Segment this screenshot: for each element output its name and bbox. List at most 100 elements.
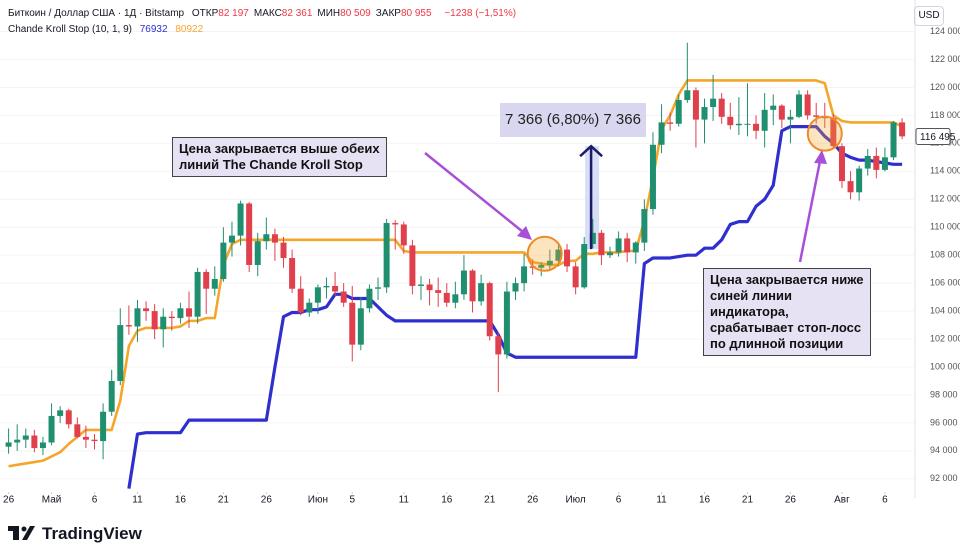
candle-body: [160, 316, 167, 330]
x-tick-label: 6: [882, 495, 888, 506]
ohlc: ОТКР82 197 МАКС82 361 МИН80 509 ЗАКР80 955: [192, 8, 437, 19]
candle-body: [512, 283, 519, 292]
candle-body: [237, 203, 244, 236]
annotation: Цена закрывается ниже синей линии индикато…: [703, 268, 871, 356]
candle-body: [813, 115, 820, 117]
measure-arrow-head: [579, 144, 603, 158]
candle-body: [177, 308, 184, 319]
candle-body: [143, 308, 150, 312]
annotation-line: Цена закрывается выше обеих: [179, 141, 380, 156]
candle-body: [684, 90, 691, 101]
candle-body: [555, 249, 562, 261]
candle-body: [890, 122, 897, 158]
candle-body: [383, 223, 390, 288]
y-tick-label: 110 000: [930, 222, 960, 232]
candle-body: [881, 157, 888, 170]
candle-body: [91, 439, 98, 442]
annotation-line: линий The Chande Kroll Stop: [179, 157, 363, 172]
candle-body: [727, 116, 734, 126]
candle-body: [108, 380, 115, 412]
arrow-head: [517, 226, 532, 240]
candle-body: [538, 264, 545, 268]
candle-body: [873, 155, 880, 170]
x-tick-label: 26: [261, 495, 273, 506]
candle-body: [503, 291, 510, 355]
candle-body: [615, 238, 622, 253]
ohlc-value: 80 509: [340, 8, 371, 19]
candle-body: [710, 98, 717, 108]
candle-body: [460, 270, 467, 295]
annotation-line: индикатора,: [710, 304, 789, 319]
pointer-arrow: [424, 152, 529, 237]
candle-body: [761, 109, 768, 131]
candle-body: [778, 105, 785, 120]
candle-body: [658, 122, 665, 145]
candle-body: [220, 242, 227, 279]
candle-body: [340, 291, 347, 303]
candle-body: [435, 290, 442, 293]
x-tick-label: Июн: [308, 495, 328, 506]
candle-body: [314, 287, 321, 303]
candle-body: [701, 107, 708, 120]
candle-body: [168, 316, 175, 319]
candle-body: [332, 285, 339, 292]
indicator-legend: Chande Kroll Stop (10, 1, 9) 76932 80922: [8, 24, 208, 35]
x-tick-label: Авг: [834, 495, 850, 506]
candle-body: [796, 94, 803, 117]
y-tick-label: 118 000: [930, 110, 960, 120]
candle-body: [82, 436, 89, 440]
y-tick-label: 102 000: [930, 333, 960, 343]
candle-body: [598, 232, 605, 256]
highlight-circle: [526, 235, 563, 272]
x-tick-label: Май: [42, 495, 62, 506]
candle-body: [280, 242, 287, 258]
x-tick-label: 21: [218, 495, 230, 506]
change: −1238 (−1,51%): [444, 8, 517, 19]
candle-body: [478, 283, 485, 302]
indicator-name: Chande Kroll Stop (10, 1, 9): [8, 24, 132, 35]
candle-body: [306, 302, 313, 313]
arrow-head: [814, 150, 827, 164]
candle-body: [581, 244, 588, 288]
indicator-line: [127, 124, 903, 489]
annotation-line: Цена закрывается ниже: [710, 272, 864, 287]
candle-body: [546, 260, 553, 265]
candle-body: [856, 168, 863, 193]
candle-body: [211, 278, 218, 289]
ohlc-label: ОТКР: [191, 8, 219, 19]
candle-body: [186, 308, 193, 317]
x-tick-label: 5: [349, 495, 355, 506]
candle-body: [417, 284, 424, 286]
currency-button[interactable]: USD: [914, 6, 944, 26]
annotation-line: синей линии: [710, 288, 792, 303]
candle-body: [624, 238, 631, 253]
x-tick-label: 21: [742, 495, 754, 506]
candle-body: [443, 292, 450, 303]
plot: 92 000 94 000 96 000 98 000 100 000 102 000 10…: [0, 0, 960, 506]
candle-body: [589, 232, 596, 245]
x-tick-label: 26: [785, 495, 797, 506]
price-tag-label: 116 495: [920, 132, 956, 143]
candle-body: [22, 435, 29, 440]
y-tick-label: 104 000: [930, 305, 960, 315]
y-tick-label: 100 000: [930, 361, 960, 371]
candle-body: [564, 249, 571, 267]
candle-body: [323, 285, 330, 288]
x-tick-label: 11: [132, 495, 143, 506]
candle-body: [57, 410, 64, 416]
x-tick-label: 16: [175, 495, 187, 506]
y-tick-label: 94 000: [930, 445, 958, 455]
candle-body: [228, 235, 235, 243]
highlight-circle: [806, 115, 843, 152]
candle-body: [14, 439, 21, 443]
candle-body: [357, 308, 364, 345]
candle-body: [641, 209, 648, 243]
candle-body: [289, 257, 296, 289]
candle-body: [521, 266, 528, 284]
candle-body: [117, 325, 124, 381]
candle-body: [400, 224, 407, 246]
candle-body: [899, 122, 906, 137]
candle-body: [864, 155, 871, 169]
x-tick-label: 6: [616, 495, 622, 506]
